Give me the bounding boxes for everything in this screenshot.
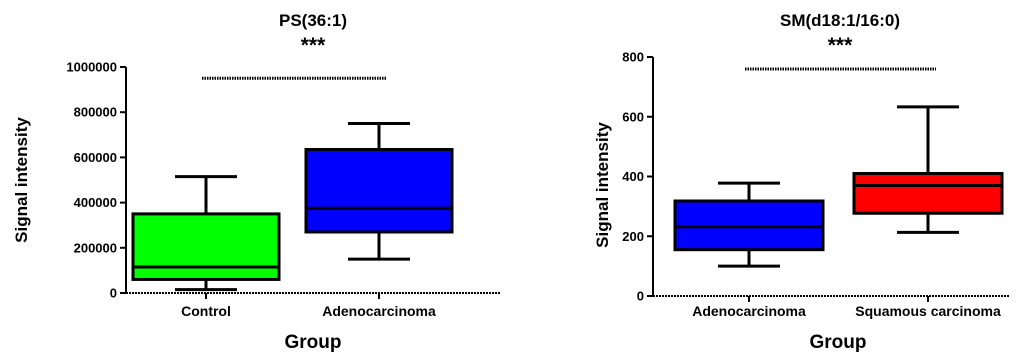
x-axis-label: Group xyxy=(285,332,342,353)
category-label: Adenocarcinoma xyxy=(692,303,806,319)
y-tick-label: 600 xyxy=(622,109,644,124)
y-tick-label: 800 xyxy=(622,50,644,65)
box-iqr xyxy=(304,147,454,234)
significance-label: *** xyxy=(828,34,853,57)
category-label: Control xyxy=(181,303,231,319)
category-label: Adenocarcinoma xyxy=(322,303,436,319)
y-tick-label: 200 xyxy=(622,229,644,244)
box-iqr xyxy=(852,172,1004,215)
y-tick-label: 600000 xyxy=(74,150,117,165)
chart-title: SM(d18:1/16:0) xyxy=(780,11,900,30)
y-tick-label: 200000 xyxy=(74,240,117,255)
chart-title: PS(36:1) xyxy=(279,11,347,30)
y-axis-label: Signal intensity xyxy=(593,122,612,248)
box-2: Squamous carcinoma xyxy=(852,105,1004,319)
box-iqr xyxy=(131,212,281,281)
y-tick-label: 1000000 xyxy=(66,60,117,75)
x-axis-label: Group xyxy=(810,332,867,353)
box-2: Adenocarcinoma xyxy=(304,122,454,319)
y-tick-label: 400000 xyxy=(74,195,117,210)
significance-label: *** xyxy=(301,34,326,57)
chart-1: PS(36:1) *** 0 200000 400000 600000 800000 1000… xyxy=(12,11,500,353)
y-tick-label: 0 xyxy=(110,286,117,301)
y-axis-label: Signal intensity xyxy=(12,117,31,243)
y-tick-label: 0 xyxy=(637,289,644,304)
box-1: Adenocarcinoma xyxy=(673,181,825,319)
chart-2: SM(d18:1/16:0) *** 0 200 400 600 800 Signal int… xyxy=(593,11,1010,353)
category-label: Squamous carcinoma xyxy=(855,303,1001,319)
y-tick-label: 800000 xyxy=(74,105,117,120)
box-1: Control xyxy=(131,175,281,319)
y-tick-label: 400 xyxy=(622,169,644,184)
